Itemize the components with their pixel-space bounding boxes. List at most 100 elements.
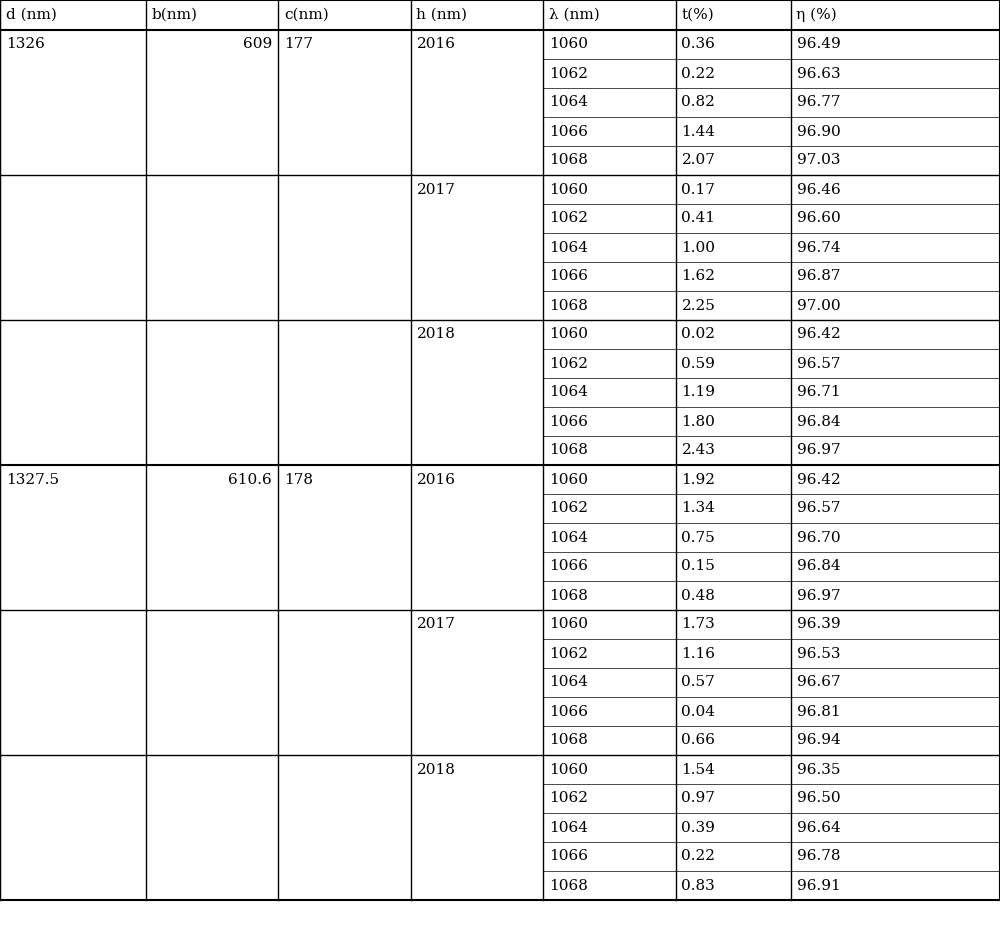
Bar xyxy=(0,697,1000,726)
Text: η (%): η (%) xyxy=(796,8,837,22)
Text: 1.73: 1.73 xyxy=(682,618,715,632)
Text: 96.39: 96.39 xyxy=(796,618,840,632)
Bar xyxy=(0,842,1000,871)
Text: 0.57: 0.57 xyxy=(682,675,715,690)
Bar xyxy=(0,291,1000,320)
Text: 96.46: 96.46 xyxy=(796,182,840,197)
Text: 1.80: 1.80 xyxy=(682,414,715,428)
Text: 97.03: 97.03 xyxy=(796,154,840,167)
Text: 1062: 1062 xyxy=(549,212,588,225)
Bar xyxy=(0,465,1000,494)
Text: 96.74: 96.74 xyxy=(796,240,840,255)
Text: 96.97: 96.97 xyxy=(796,588,840,602)
Text: 1060: 1060 xyxy=(549,37,588,51)
Text: 96.91: 96.91 xyxy=(796,879,840,892)
Text: 96.67: 96.67 xyxy=(796,675,840,690)
Text: 1062: 1062 xyxy=(549,647,588,660)
Text: 1.00: 1.00 xyxy=(682,240,716,255)
Text: h (nm): h (nm) xyxy=(416,8,468,22)
Text: 1068: 1068 xyxy=(549,444,588,458)
Text: t(%): t(%) xyxy=(682,8,714,22)
Text: 0.48: 0.48 xyxy=(682,588,715,602)
Text: 96.64: 96.64 xyxy=(796,821,840,834)
Bar xyxy=(0,610,1000,639)
Text: 2018: 2018 xyxy=(416,763,455,776)
Text: 1068: 1068 xyxy=(549,154,588,167)
Text: 1327.5: 1327.5 xyxy=(6,472,59,486)
Text: 0.59: 0.59 xyxy=(682,356,715,370)
Text: 0.17: 0.17 xyxy=(682,182,715,197)
Text: b(nm): b(nm) xyxy=(152,8,198,22)
Text: 96.50: 96.50 xyxy=(796,791,840,806)
Text: 96.77: 96.77 xyxy=(796,96,840,109)
Text: 1066: 1066 xyxy=(549,705,588,718)
Text: 1.19: 1.19 xyxy=(682,386,716,400)
Text: 96.97: 96.97 xyxy=(796,444,840,458)
Bar xyxy=(0,88,1000,117)
Text: 0.04: 0.04 xyxy=(682,705,716,718)
Text: 610.6: 610.6 xyxy=(228,472,272,486)
Text: 0.36: 0.36 xyxy=(682,37,715,51)
Text: 1062: 1062 xyxy=(549,356,588,370)
Text: 96.78: 96.78 xyxy=(796,849,840,864)
Bar xyxy=(0,175,1000,204)
Bar xyxy=(0,349,1000,378)
Text: 1064: 1064 xyxy=(549,96,588,109)
Text: 1326: 1326 xyxy=(6,37,45,51)
Text: 1066: 1066 xyxy=(549,414,588,428)
Text: 609: 609 xyxy=(243,37,272,51)
Text: 1066: 1066 xyxy=(549,124,588,139)
Bar xyxy=(0,146,1000,175)
Text: 0.39: 0.39 xyxy=(682,821,715,834)
Text: 97.00: 97.00 xyxy=(796,298,840,313)
Text: 0.75: 0.75 xyxy=(682,530,715,544)
Text: 0.22: 0.22 xyxy=(682,849,716,864)
Text: 96.81: 96.81 xyxy=(796,705,840,718)
Text: 1060: 1060 xyxy=(549,763,588,776)
Text: 1064: 1064 xyxy=(549,240,588,255)
Bar xyxy=(0,407,1000,436)
Text: 96.87: 96.87 xyxy=(796,270,840,283)
Text: 1062: 1062 xyxy=(549,502,588,516)
Bar xyxy=(0,59,1000,88)
Text: 0.22: 0.22 xyxy=(682,66,716,81)
Text: λ (nm): λ (nm) xyxy=(549,8,600,22)
Bar xyxy=(0,813,1000,842)
Text: 1.92: 1.92 xyxy=(682,472,716,486)
Bar xyxy=(0,233,1000,262)
Text: 96.49: 96.49 xyxy=(796,37,840,51)
Text: 1068: 1068 xyxy=(549,588,588,602)
Bar xyxy=(0,523,1000,552)
Text: 1.62: 1.62 xyxy=(682,270,716,283)
Text: 1060: 1060 xyxy=(549,182,588,197)
Text: 1068: 1068 xyxy=(549,298,588,313)
Text: 2016: 2016 xyxy=(416,472,456,486)
Text: 1068: 1068 xyxy=(549,733,588,748)
Text: 96.90: 96.90 xyxy=(796,124,840,139)
Text: 96.53: 96.53 xyxy=(796,647,840,660)
Text: 178: 178 xyxy=(284,472,313,486)
Text: 1064: 1064 xyxy=(549,530,588,544)
Text: 1062: 1062 xyxy=(549,791,588,806)
Bar xyxy=(0,755,1000,784)
Text: 96.84: 96.84 xyxy=(796,560,840,574)
Text: 0.83: 0.83 xyxy=(682,879,715,892)
Bar xyxy=(0,726,1000,755)
Text: 0.41: 0.41 xyxy=(682,212,716,225)
Text: c(nm): c(nm) xyxy=(284,8,329,22)
Text: 1068: 1068 xyxy=(549,879,588,892)
Bar xyxy=(0,204,1000,233)
Text: 96.94: 96.94 xyxy=(796,733,840,748)
Bar xyxy=(0,784,1000,813)
Text: 96.63: 96.63 xyxy=(796,66,840,81)
Text: 96.35: 96.35 xyxy=(796,763,840,776)
Text: 2018: 2018 xyxy=(416,328,455,341)
Text: 1.16: 1.16 xyxy=(682,647,716,660)
Text: 1066: 1066 xyxy=(549,560,588,574)
Text: 1066: 1066 xyxy=(549,849,588,864)
Bar xyxy=(0,262,1000,291)
Text: 96.70: 96.70 xyxy=(796,530,840,544)
Text: 1060: 1060 xyxy=(549,328,588,341)
Bar xyxy=(0,494,1000,523)
Text: 1064: 1064 xyxy=(549,386,588,400)
